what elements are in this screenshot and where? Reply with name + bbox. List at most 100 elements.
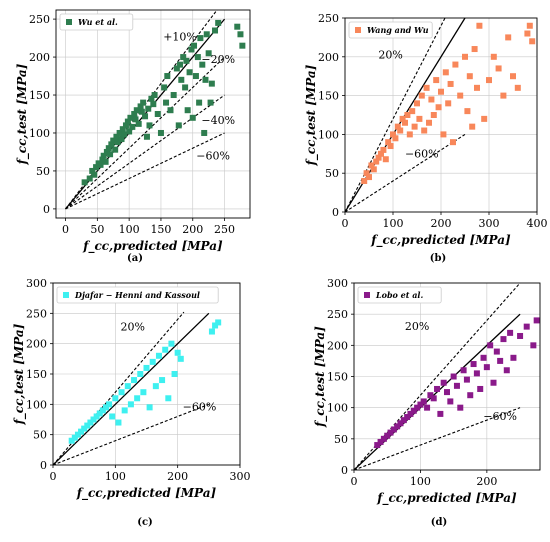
data-point	[99, 407, 106, 414]
data-point	[108, 141, 115, 148]
y-tick-label: 250	[327, 308, 348, 321]
data-point	[143, 364, 150, 371]
data-point	[205, 50, 212, 57]
data-point	[503, 367, 510, 374]
panel-caption: (d)	[431, 517, 447, 528]
legend-label: Lobo et al.	[375, 290, 423, 300]
legend-marker	[63, 292, 69, 298]
data-point	[165, 395, 172, 402]
data-point	[118, 389, 125, 396]
data-point	[466, 73, 473, 80]
data-point	[416, 115, 423, 122]
data-point	[380, 146, 387, 153]
data-point	[407, 410, 414, 417]
plot-area	[53, 311, 222, 465]
x-tick-label: 200	[167, 470, 188, 483]
y-tick-label: 200	[26, 338, 47, 351]
data-point	[74, 431, 81, 438]
x-tick-label: 0	[351, 475, 358, 488]
y-tick-label: 250	[29, 13, 50, 26]
data-point	[100, 152, 107, 159]
data-point	[400, 417, 407, 424]
data-point	[450, 139, 456, 146]
data-point	[529, 38, 536, 45]
data-point	[121, 131, 128, 138]
y-tick-label: 50	[36, 165, 50, 178]
x-tick-label: 100	[119, 223, 140, 236]
data-point	[505, 34, 512, 41]
data-point	[390, 426, 397, 433]
data-point	[445, 100, 452, 107]
ref-line-label: −60%	[196, 150, 230, 163]
error-bound-line	[65, 94, 225, 210]
y-tick-label: 100	[29, 127, 50, 140]
data-point	[444, 389, 450, 396]
data-point	[497, 357, 504, 364]
error-bound-line	[354, 407, 521, 470]
x-tick-label: 300	[479, 217, 500, 230]
data-point	[208, 80, 215, 87]
y-tick-label: 250	[318, 12, 339, 25]
data-point	[397, 127, 404, 134]
data-point	[99, 156, 106, 163]
x-tick-label: 100	[410, 475, 431, 488]
data-point	[530, 342, 537, 349]
data-point	[189, 114, 196, 121]
data-point	[138, 108, 145, 115]
data-point	[523, 323, 530, 330]
data-point	[517, 332, 524, 339]
data-point	[363, 170, 370, 177]
data-point	[417, 401, 424, 408]
data-point	[112, 395, 119, 402]
x-tick-label: 50	[90, 223, 104, 236]
data-point	[184, 107, 191, 114]
data-point	[167, 107, 174, 114]
data-point	[127, 114, 134, 121]
ref-line-label: +10%	[163, 30, 197, 43]
data-point	[212, 27, 219, 34]
data-point	[440, 131, 447, 138]
legend-marker	[66, 19, 72, 25]
data-point	[102, 404, 109, 411]
error-bound-line	[345, 18, 446, 212]
data-point	[151, 92, 158, 99]
data-point	[137, 103, 144, 110]
y-tick-label: 0	[43, 203, 50, 216]
ref-line-label: 20%	[378, 48, 402, 61]
data-point	[149, 358, 156, 365]
data-point	[122, 122, 129, 129]
y-tick-label: 150	[29, 89, 50, 102]
data-point	[148, 95, 155, 102]
error-bound-line	[65, 56, 225, 210]
data-point	[146, 404, 153, 411]
data-point	[493, 348, 500, 355]
y-tick-label: 150	[318, 90, 339, 103]
y-tick-label: 50	[33, 429, 47, 442]
data-point	[126, 128, 133, 135]
data-point	[409, 108, 416, 115]
legend-label: Wu et al.	[78, 17, 118, 27]
ref-line-label: −60%	[183, 400, 217, 413]
data-point	[394, 123, 401, 130]
data-point	[177, 355, 184, 362]
data-point	[93, 413, 100, 420]
data-point	[115, 419, 122, 426]
x-tick-label: 0	[62, 223, 69, 236]
data-point	[134, 395, 141, 402]
data-point	[450, 373, 457, 380]
y-tick-label: 200	[318, 51, 339, 64]
chart-panel-1: +10% −20% −40% −60% 0 50 100 150 200 250 0 50 100 150…	[15, 9, 251, 264]
panel-caption: (b)	[430, 253, 446, 264]
data-point	[387, 143, 394, 150]
data-point	[427, 392, 434, 399]
data-point	[129, 123, 136, 130]
data-point	[68, 437, 75, 444]
legend-box	[59, 13, 134, 31]
x-tick-label: 0	[342, 217, 349, 230]
data-point	[71, 434, 78, 441]
data-point	[89, 167, 96, 174]
y-tick-label: 150	[327, 371, 348, 384]
plot-area	[65, 10, 246, 210]
data-point	[410, 407, 417, 414]
data-point	[411, 123, 418, 130]
